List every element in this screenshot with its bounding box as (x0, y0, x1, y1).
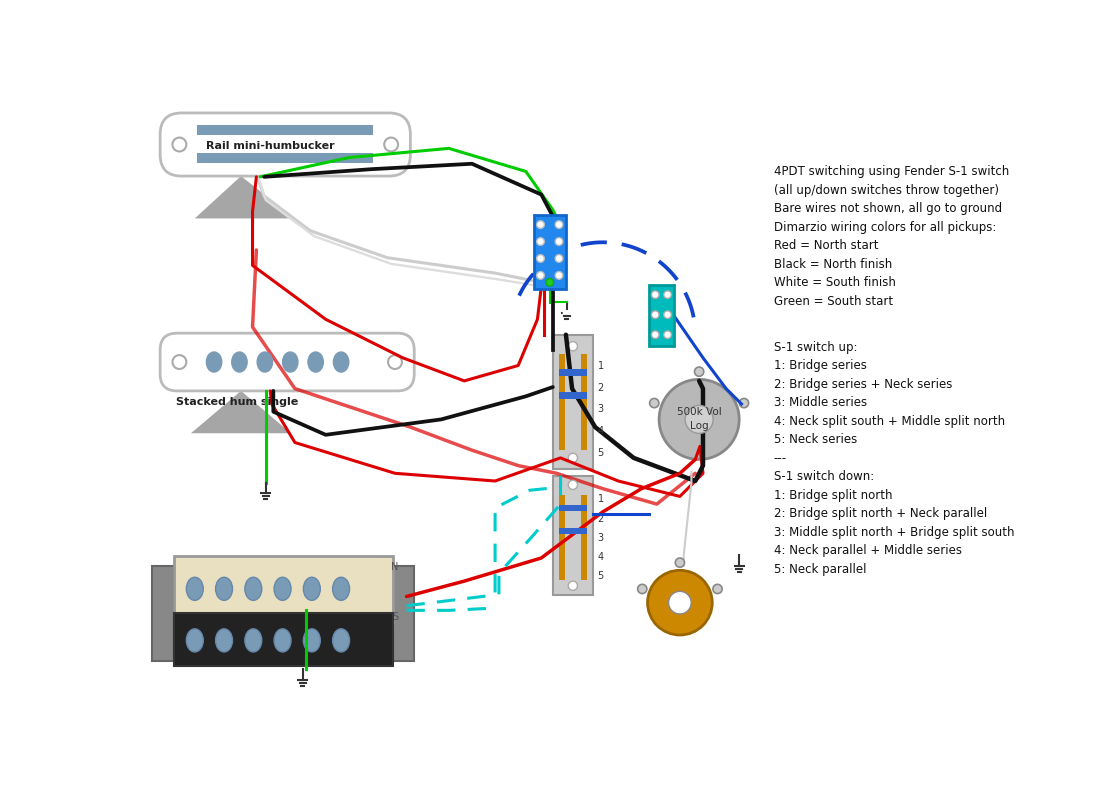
Text: 500k Vol: 500k Vol (676, 407, 722, 418)
Circle shape (675, 558, 684, 567)
Circle shape (172, 138, 187, 151)
Bar (552, 476, 593, 595)
Ellipse shape (304, 629, 320, 652)
Circle shape (537, 221, 545, 229)
Circle shape (537, 238, 545, 246)
Ellipse shape (304, 578, 320, 600)
Bar (559, 495, 565, 579)
Circle shape (568, 454, 578, 462)
Circle shape (651, 331, 659, 338)
Ellipse shape (274, 629, 291, 652)
Circle shape (739, 398, 748, 408)
Ellipse shape (187, 629, 203, 652)
Ellipse shape (274, 578, 291, 600)
Circle shape (537, 254, 545, 262)
Ellipse shape (245, 629, 262, 652)
Ellipse shape (333, 578, 349, 600)
Ellipse shape (187, 578, 203, 600)
Text: S: S (392, 611, 398, 622)
Ellipse shape (257, 352, 273, 372)
Text: Stacked hum single: Stacked hum single (176, 397, 298, 406)
Text: 4: 4 (598, 552, 603, 562)
Bar (173, 557, 392, 623)
Bar (197, 153, 373, 163)
Circle shape (546, 278, 554, 286)
Bar (559, 505, 587, 511)
Text: 3: 3 (598, 404, 603, 414)
Polygon shape (191, 391, 291, 434)
Circle shape (685, 406, 713, 434)
Circle shape (537, 271, 545, 279)
Bar (197, 126, 373, 135)
Text: 3: 3 (598, 533, 603, 543)
Bar (580, 495, 587, 579)
Circle shape (568, 480, 578, 490)
Text: S-1 switch up:
1: Bridge series
2: Bridge series + Neck series
3: Middle series
: S-1 switch up: 1: Bridge series 2: Bridg… (774, 341, 1014, 576)
Text: 4: 4 (598, 426, 603, 436)
Circle shape (555, 221, 562, 229)
Bar (152, 566, 173, 661)
Circle shape (555, 238, 562, 246)
Bar (559, 528, 587, 534)
Bar (559, 393, 587, 398)
Text: 5: 5 (598, 447, 603, 458)
Circle shape (388, 355, 402, 369)
Text: 4PDT switching using Fender S-1 switch
(all up/down switches throw together)
Bar: 4PDT switching using Fender S-1 switch (… (774, 166, 1009, 308)
Circle shape (648, 570, 713, 635)
Circle shape (568, 581, 578, 590)
Text: 5: 5 (598, 571, 603, 582)
Ellipse shape (245, 578, 262, 600)
Circle shape (651, 291, 659, 298)
Text: Rail mini-humbucker: Rail mini-humbucker (206, 141, 334, 151)
Ellipse shape (232, 352, 248, 372)
Circle shape (568, 342, 578, 351)
Ellipse shape (334, 352, 349, 372)
Ellipse shape (283, 352, 298, 372)
Circle shape (651, 311, 659, 318)
Bar (559, 370, 587, 375)
Bar (559, 354, 565, 450)
FancyBboxPatch shape (160, 113, 410, 176)
Bar (580, 354, 587, 450)
Ellipse shape (207, 352, 222, 372)
Circle shape (713, 584, 723, 594)
Circle shape (659, 379, 739, 459)
Circle shape (669, 591, 692, 614)
Text: 1: 1 (598, 494, 603, 505)
Circle shape (664, 311, 672, 318)
Ellipse shape (215, 578, 232, 600)
Ellipse shape (215, 629, 232, 652)
FancyBboxPatch shape (160, 333, 414, 391)
Text: 2: 2 (598, 514, 603, 524)
Ellipse shape (333, 629, 349, 652)
Circle shape (555, 271, 562, 279)
Circle shape (172, 355, 187, 369)
Circle shape (664, 291, 672, 298)
Circle shape (664, 331, 672, 338)
Bar (173, 614, 392, 666)
Bar (534, 215, 566, 289)
Text: Log: Log (690, 422, 708, 431)
Bar (649, 285, 674, 346)
Text: 1: 1 (598, 362, 603, 371)
Text: N: N (391, 562, 399, 572)
Bar (392, 566, 414, 661)
Text: 2: 2 (598, 383, 603, 393)
Circle shape (650, 398, 659, 408)
Circle shape (555, 254, 562, 262)
Polygon shape (194, 176, 295, 218)
Ellipse shape (308, 352, 324, 372)
Bar (552, 334, 593, 470)
Circle shape (385, 138, 398, 151)
Circle shape (638, 584, 646, 594)
Circle shape (695, 367, 704, 376)
